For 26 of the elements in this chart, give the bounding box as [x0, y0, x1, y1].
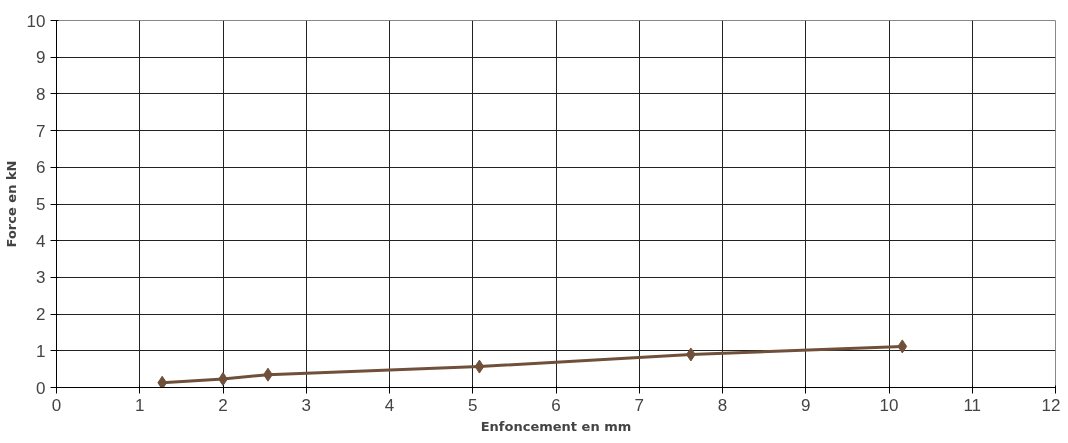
x-tick-label: 8	[717, 395, 728, 415]
y-tick-label: 1	[36, 341, 46, 361]
y-tick-label: 8	[36, 84, 46, 104]
y-tick-label: 7	[36, 121, 46, 141]
x-tick-label: 0	[51, 395, 62, 415]
x-tick-label: 7	[634, 395, 644, 415]
y-tick-label: 6	[36, 158, 46, 178]
y-tick-label: 4	[36, 231, 46, 251]
y-tick-label: 2	[36, 305, 46, 325]
x-tick-label: 2	[218, 395, 228, 415]
x-tick-label: 5	[468, 395, 478, 415]
x-tick-label: 9	[801, 395, 811, 415]
y-tick-label: 5	[36, 195, 46, 214]
x-tick-label: 12	[1041, 395, 1061, 415]
x-tick-label: 10	[879, 395, 899, 415]
y-tick-label: 0	[36, 378, 46, 398]
x-tick-label: 3	[301, 395, 311, 415]
y-tick-label: 3	[36, 268, 46, 288]
x-tick-label: 11	[963, 395, 982, 415]
x-axis-title: Enfoncement en mm	[480, 418, 632, 434]
x-tick-label: 6	[551, 395, 561, 415]
y-axis-title: Force en kN	[3, 160, 19, 248]
x-tick-label: 1	[135, 395, 145, 415]
y-tick-label: 9	[36, 48, 46, 68]
y-tick-label: 10	[26, 11, 46, 31]
x-tick-label: 4	[384, 395, 395, 415]
